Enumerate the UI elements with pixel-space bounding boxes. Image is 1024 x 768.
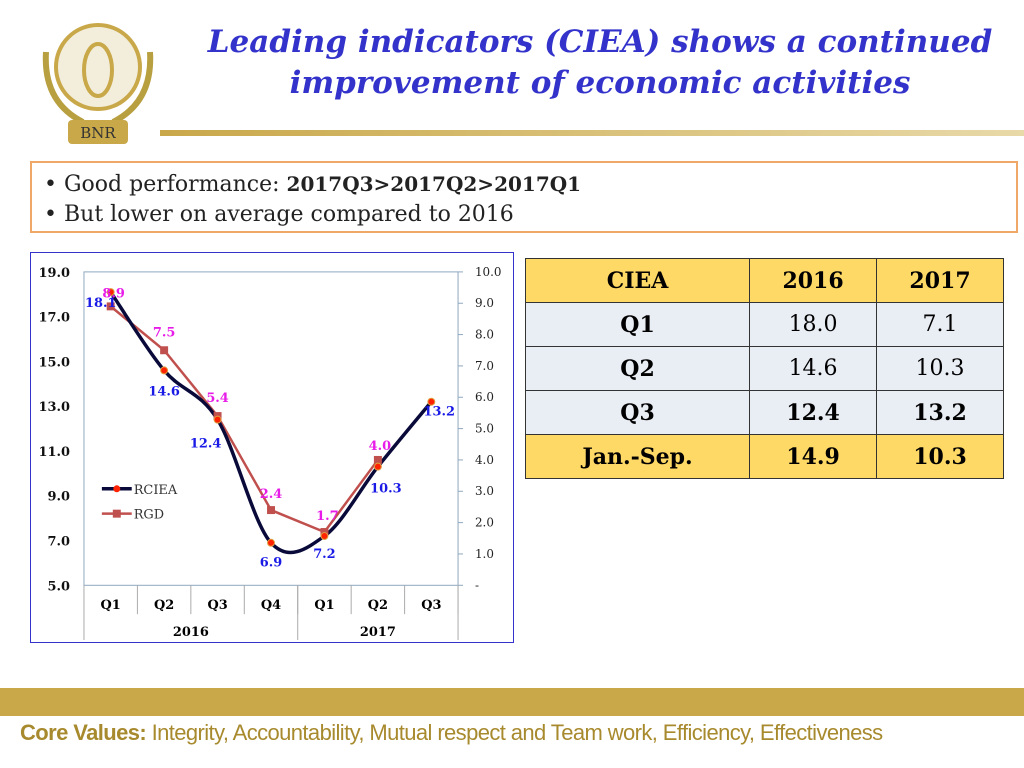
- rciea-marker: [267, 538, 275, 547]
- rgd-marker: [160, 346, 169, 355]
- y-left-tick-label: 9.0: [48, 490, 70, 505]
- x-tick-label: Q2: [154, 598, 174, 613]
- table-header-row: CIEA 2016 2017: [524, 258, 1004, 303]
- rgd-marker: [106, 302, 115, 311]
- rgd-data-label: 2.4: [260, 487, 282, 502]
- rgd-line: [109, 305, 379, 534]
- cell: 13.2: [876, 390, 1004, 435]
- rgd-data-label: 1.7: [316, 509, 338, 524]
- y-left-tick-label: 7.0: [48, 534, 70, 549]
- cell: 12.4: [749, 390, 878, 435]
- y-right-tick-label: 4.0: [475, 453, 494, 467]
- y-right-tick-label: 10.0: [475, 265, 502, 279]
- x-tick-label: Q1: [101, 598, 121, 613]
- rciea-marker: [373, 462, 382, 471]
- cell: 10.3: [876, 434, 1004, 479]
- x-tick-label: Q4: [261, 598, 281, 613]
- y-right-tick-label: 5.0: [475, 422, 494, 436]
- table-row: Q1 18.0 7.1: [524, 302, 1004, 347]
- cell: 7.1: [876, 302, 1004, 347]
- title-divider: [160, 130, 1024, 136]
- rgd-data-label: 5.4: [206, 391, 228, 406]
- rgd-data-label: 4.0: [369, 439, 391, 454]
- plot-area: [83, 271, 459, 586]
- rgd-marker: [320, 528, 329, 536]
- bullet-box: • Good performance: 2017Q3>2017Q2>2017Q1…: [30, 161, 1018, 233]
- row-label: Jan.-Sep.: [524, 434, 751, 479]
- rciea-marker: [320, 532, 329, 541]
- cell: 18.0: [749, 302, 878, 347]
- header-cell: CIEA: [524, 258, 751, 303]
- ciea-table: CIEA 2016 2017 Q1 18.0 7.1 Q2 14.6 10.3 …: [524, 258, 1004, 479]
- legend-rciea-marker: [113, 485, 121, 493]
- rciea-data-label: 10.3: [370, 482, 401, 497]
- rciea-marker: [160, 366, 169, 375]
- y-right-tick-label: 8.0: [475, 328, 494, 342]
- rciea-data-label: 18.1: [85, 296, 116, 311]
- y-left-tick-label: 5.0: [48, 579, 70, 594]
- row-label: Q2: [524, 346, 751, 391]
- rciea-marker: [427, 397, 436, 406]
- rciea-data-label: 12.4: [190, 437, 221, 452]
- rciea-data-label: 7.2: [313, 547, 335, 562]
- rgd-marker: [267, 506, 275, 515]
- rciea-marker: [213, 415, 222, 424]
- rciea-data-label: 6.9: [260, 556, 282, 571]
- rgd-data-label: 8.9: [102, 286, 124, 301]
- rciea-data-label: 14.6: [148, 384, 179, 399]
- cell: 14.9: [749, 434, 878, 479]
- legend-rciea-label: RCIEA: [134, 483, 178, 498]
- y-left-tick-label: 11.0: [39, 445, 70, 460]
- line-chart: 5.0 7.0 9.0 11.0 13.0 15.0 17.0 19.0 - 1.0 2.0 3.0 4…: [30, 252, 514, 643]
- x-tick-label: Q2: [368, 598, 388, 613]
- legend-rgd-label: RGD: [134, 508, 164, 523]
- bnr-logo: BNR: [42, 23, 154, 144]
- y-left-tick-label: 15.0: [39, 355, 70, 370]
- footer-core-values: Core Values: Integrity, Accountability, …: [20, 720, 883, 745]
- rgd-marker: [373, 455, 382, 464]
- rciea-marker: [106, 288, 115, 297]
- footer-bar: [0, 688, 1024, 716]
- row-label: Q1: [524, 302, 751, 347]
- cell: 14.6: [749, 346, 878, 391]
- y-right-tick-label: 1.0: [475, 547, 494, 561]
- y-left-tick-label: 17.0: [39, 311, 70, 326]
- bullet-1: • Good performance: 2017Q3>2017Q2>2017Q1: [44, 172, 582, 197]
- y-right-tick-label: 9.0: [475, 296, 494, 310]
- table-row: Q3 12.4 13.2: [524, 390, 1004, 435]
- y-right-tick-label: 7.0: [475, 359, 494, 373]
- svg-text:BNR: BNR: [80, 124, 116, 142]
- y-right-tick-label: 6.0: [475, 390, 494, 404]
- y-right-tick-label: -: [475, 578, 479, 592]
- header-cell: 2017: [876, 258, 1004, 303]
- header-cell: 2016: [749, 258, 878, 303]
- x-group-label: 2016: [173, 625, 209, 640]
- rciea-data-label: 13.2: [424, 405, 455, 420]
- x-tick-label: Q1: [314, 598, 334, 613]
- x-tick-label: Q3: [207, 598, 227, 613]
- y-right-tick-label: 2.0: [475, 516, 494, 530]
- cell: 10.3: [876, 346, 1004, 391]
- y-right-tick-label: 3.0: [475, 484, 494, 498]
- slide-title: Leading indicators (CIEA) shows a contin…: [207, 24, 993, 101]
- legend-rgd-marker: [112, 509, 121, 518]
- y-left-tick-label: 13.0: [39, 400, 70, 415]
- table-total-row: Jan.-Sep. 14.9 10.3: [524, 434, 1004, 479]
- rgd-data-label: 7.5: [153, 325, 175, 340]
- x-tick-label: Q3: [421, 598, 441, 613]
- bullet-2: • But lower on average compared to 2016: [44, 202, 514, 227]
- table-row: Q2 14.6 10.3: [524, 346, 1004, 391]
- y-left-tick-label: 19.0: [39, 266, 70, 281]
- row-label: Q3: [524, 390, 751, 435]
- x-group-label: 2017: [360, 625, 396, 640]
